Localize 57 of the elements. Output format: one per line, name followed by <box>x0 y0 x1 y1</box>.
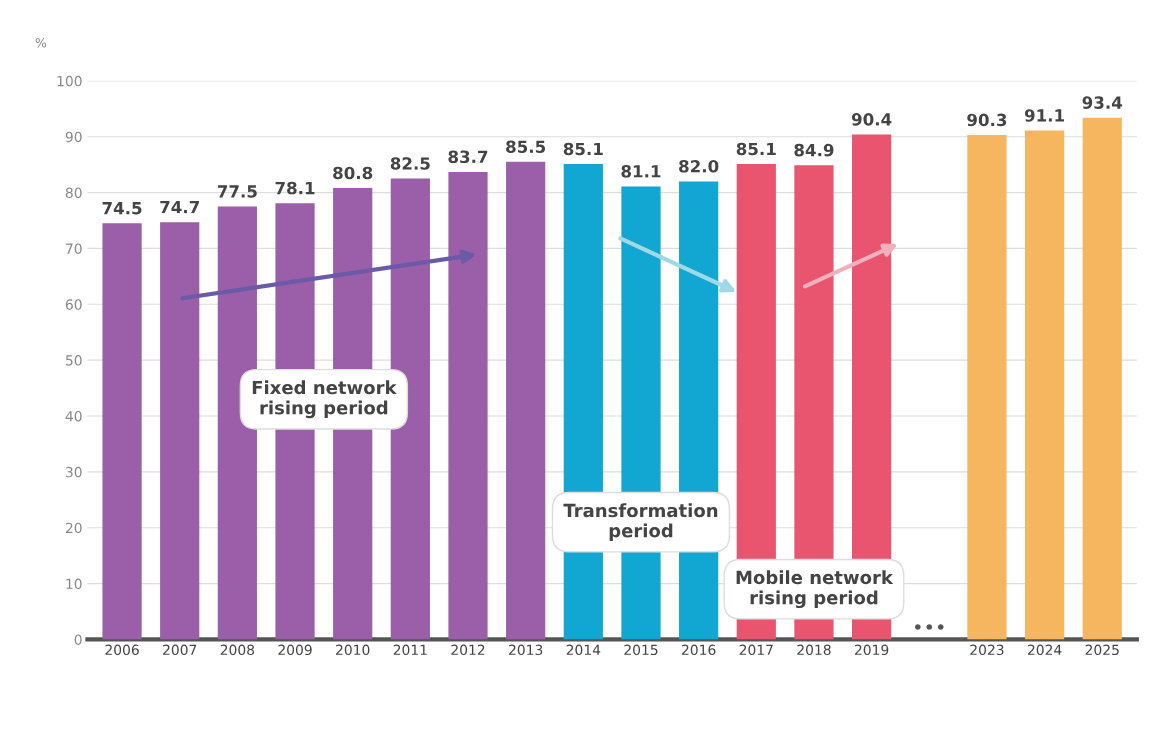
data-label: 80.8 <box>333 166 373 180</box>
annotation: ••• <box>914 624 944 630</box>
x-tick-label: 2008 <box>220 644 255 656</box>
x-tick-label: 2014 <box>566 644 601 656</box>
bar <box>102 223 142 640</box>
bar <box>506 161 546 640</box>
bar <box>967 135 1007 640</box>
x-tick-label: 2025 <box>1085 644 1119 656</box>
data-label: 82.5 <box>390 157 430 170</box>
bar <box>1082 117 1122 640</box>
y-tick-label: 60 <box>65 299 82 310</box>
x-tick-label: 2007 <box>163 644 197 656</box>
x-tick-label: 2013 <box>509 644 543 656</box>
x-tick-label: 2017 <box>739 644 773 656</box>
y-tick-label: 90 <box>65 131 82 143</box>
x-tick-label: 2016 <box>681 644 716 656</box>
y-tick-label: 20 <box>65 522 82 534</box>
y-axis-title: % <box>35 38 47 48</box>
data-label: 74.5 <box>102 202 142 215</box>
data-label: 90.4 <box>851 113 892 126</box>
data-label: 77.5 <box>217 185 257 198</box>
data-label: 90.3 <box>967 113 1007 127</box>
data-label: 85.5 <box>506 140 546 154</box>
annotation: Fixed network rising period <box>252 380 397 419</box>
y-tick-label: 10 <box>66 578 82 590</box>
bar <box>448 171 488 640</box>
x-tick-label: 2011 <box>393 644 427 656</box>
data-label: 81.1 <box>621 165 661 178</box>
data-label: 74.7 <box>160 200 199 214</box>
y-tick-label: 0 <box>74 634 82 645</box>
x-tick-label: 2006 <box>105 644 139 656</box>
y-tick-label: 40 <box>65 410 82 422</box>
x-tick-label: 2019 <box>854 644 889 656</box>
bar <box>1024 130 1065 640</box>
data-label: 84.9 <box>794 143 834 157</box>
data-label: 83.7 <box>448 150 488 164</box>
data-label: 93.4 <box>1082 96 1123 109</box>
bar <box>160 222 200 640</box>
x-tick-label: 2015 <box>624 644 658 656</box>
x-tick-label: 2012 <box>451 644 485 656</box>
x-tick-label: 2009 <box>278 644 312 656</box>
data-label: 85.1 <box>736 142 776 156</box>
y-tick-label: 100 <box>57 75 82 87</box>
x-tick-label: 2024 <box>1027 644 1062 656</box>
data-label: 91.1 <box>1024 109 1065 122</box>
y-tick-label: 70 <box>66 243 82 254</box>
data-label: 78.1 <box>275 181 315 195</box>
x-tick-label: 2023 <box>970 644 1004 656</box>
annotation: Transformation period <box>563 503 718 541</box>
x-tick-label: 2018 <box>797 644 831 656</box>
y-tick-label: 80 <box>65 187 82 199</box>
data-label: 85.1 <box>563 142 603 156</box>
y-tick-label: 30 <box>65 466 82 478</box>
y-tick-label: 50 <box>65 355 82 366</box>
data-label: 82.0 <box>679 159 719 173</box>
x-tick-label: 2010 <box>336 644 370 656</box>
annotation: Mobile network rising period <box>736 570 894 609</box>
